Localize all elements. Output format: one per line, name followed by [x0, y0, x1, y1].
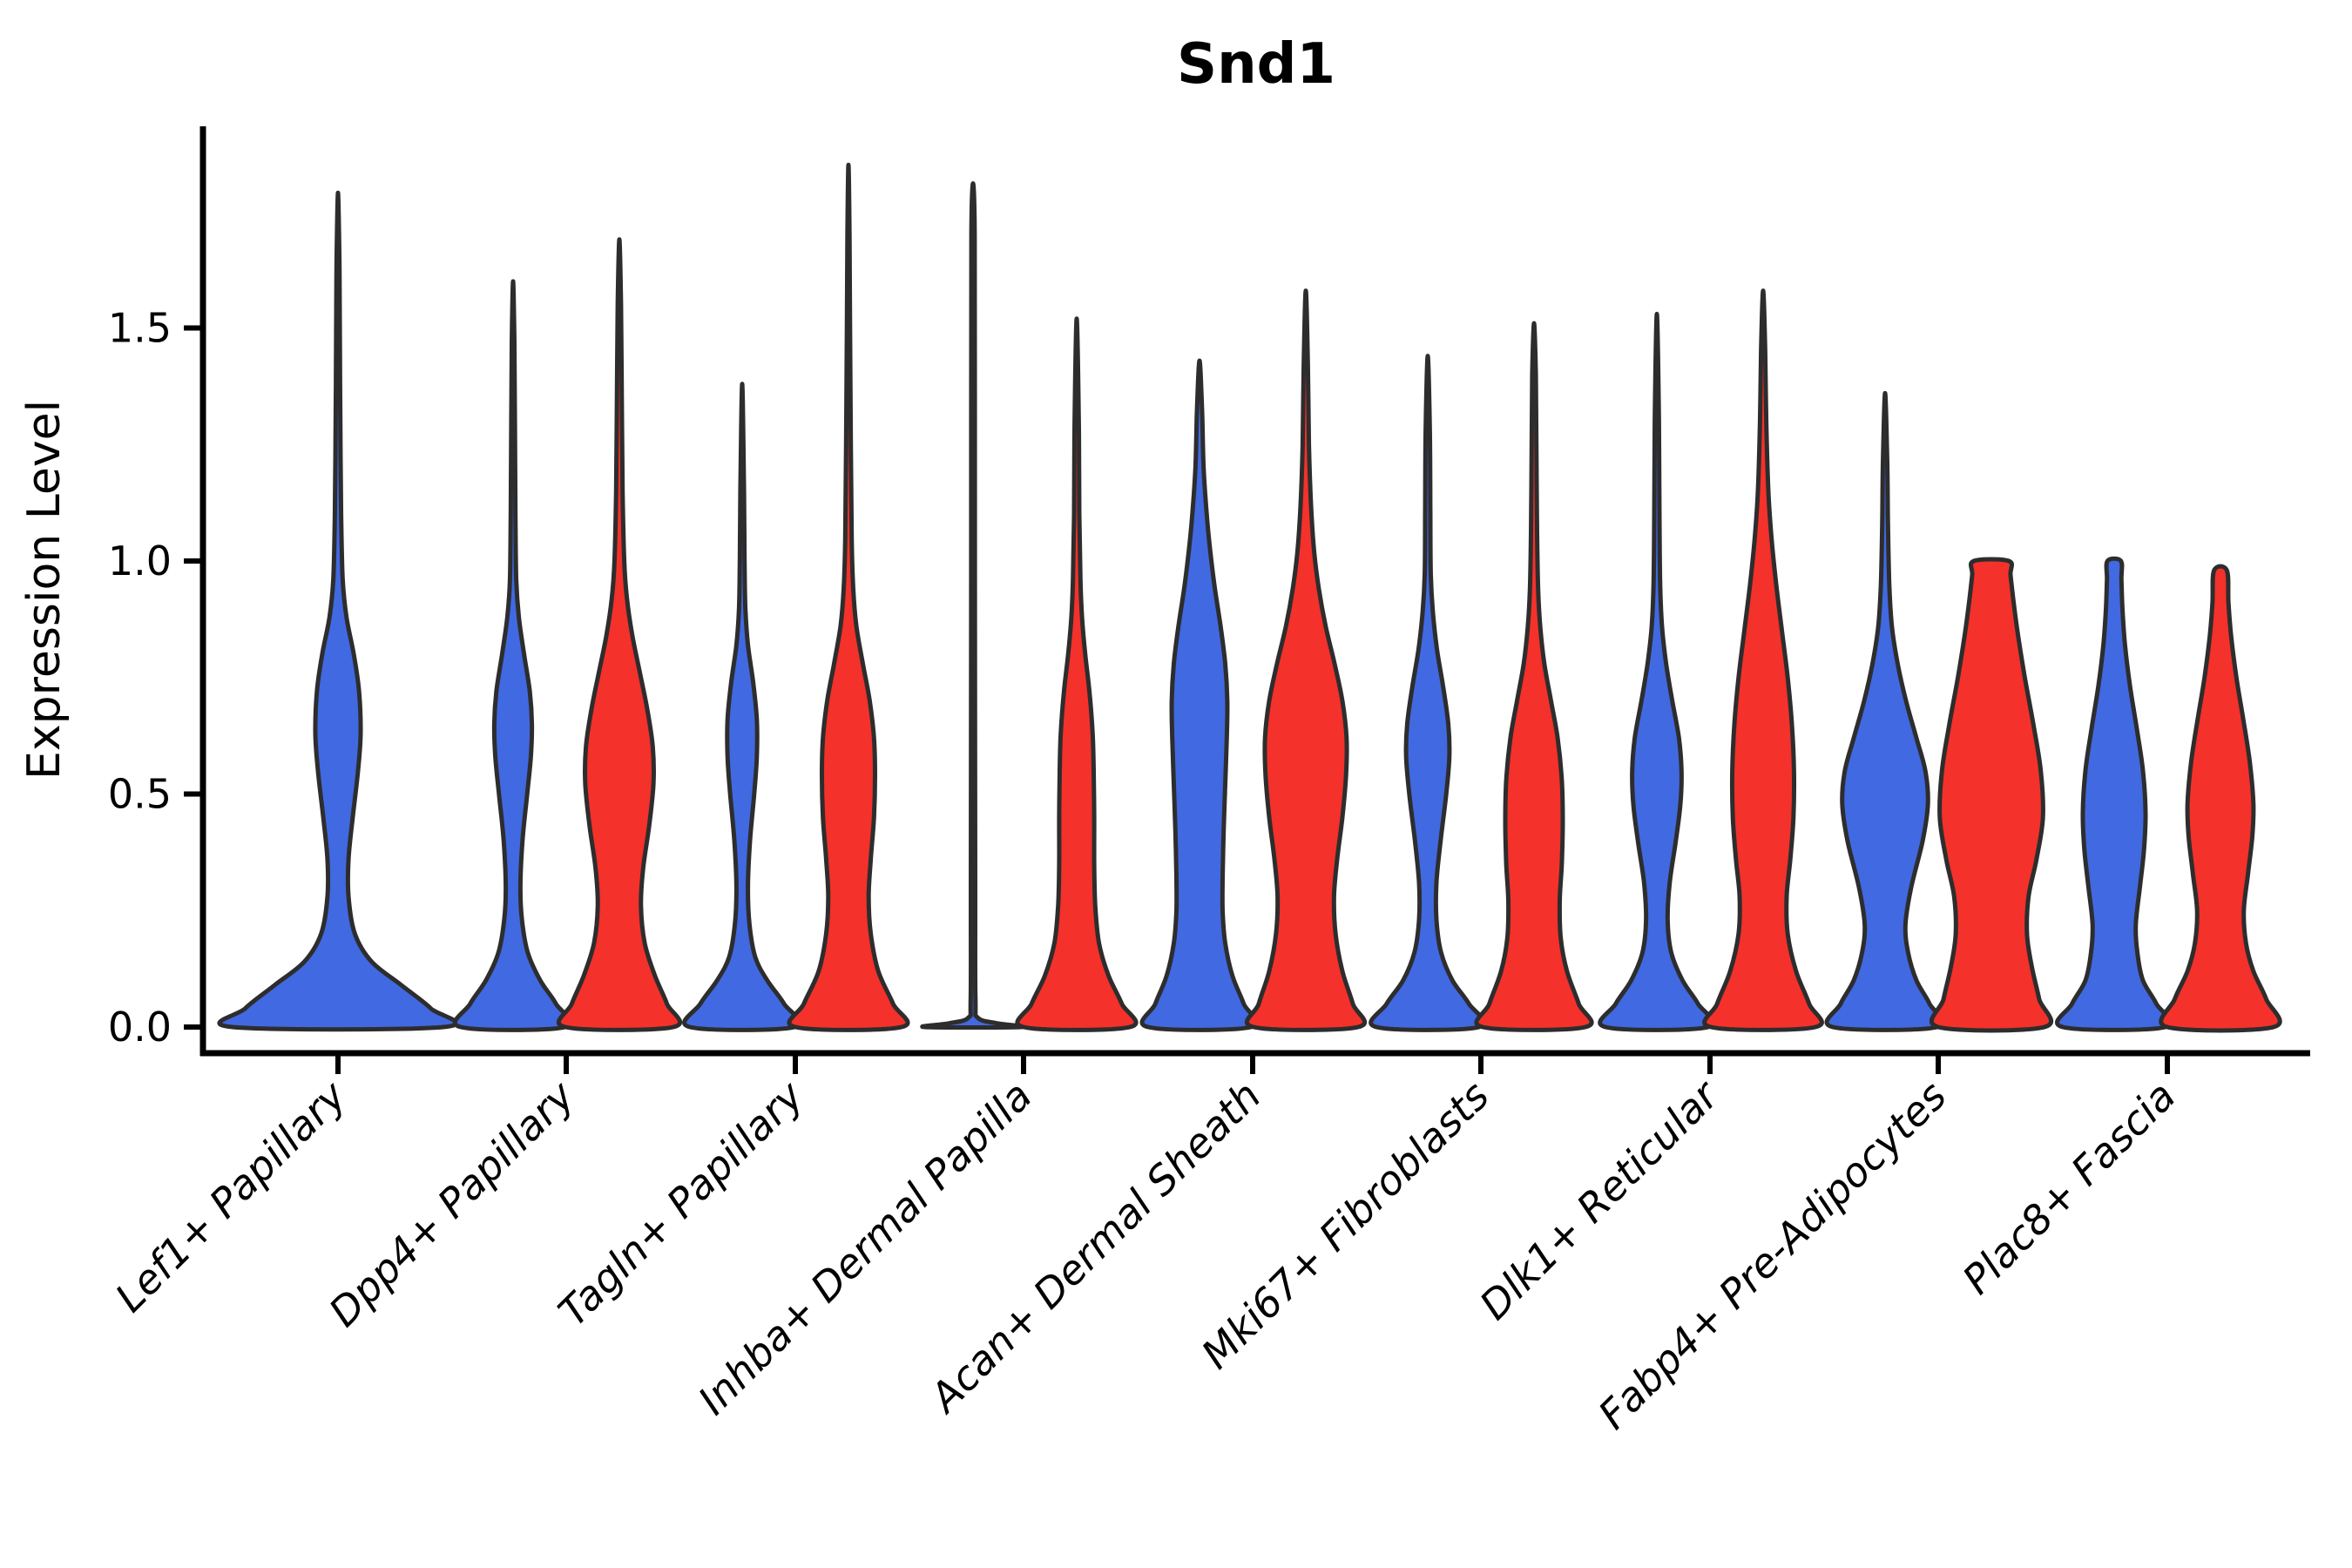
violin-acan-dermal-sheath-red [1245, 288, 1367, 1032]
violin-lef1-papillary-blue [217, 190, 459, 1032]
violin-dpp4-papillary-blue [452, 279, 574, 1032]
x-tick-label-plac8-fascia: Plac8+ Fascia [1953, 1072, 2184, 1303]
y-axis-label: Expression Level [18, 400, 71, 780]
violin-plac8-fascia-blue [2055, 556, 2173, 1032]
y-tick-label: 1.5 [108, 305, 172, 352]
violin-inhba-dermal-papilla-blue [920, 181, 1026, 1031]
y-tick-label: 1.0 [108, 537, 172, 585]
violin-dpp4-papillary-red [556, 237, 683, 1032]
violin-dlk1-reticular-blue [1598, 311, 1716, 1032]
x-tick-label-lef1-papillary: Lef1+ Papillary [106, 1071, 355, 1321]
violin-tagln-papillary-red [787, 162, 910, 1032]
violin-tagln-papillary-blue [682, 382, 802, 1032]
violins [217, 162, 2282, 1033]
violin-plac8-fascia-red [2159, 564, 2282, 1033]
y-tick-label: 0.0 [108, 1004, 172, 1051]
chart-title: Snd1 [1177, 32, 1335, 97]
violin-fabp4-pre-adipocytes-blue [1824, 390, 1946, 1032]
y-tick-label: 0.5 [108, 771, 172, 818]
x-tick-label-tagln-papillary: Tagln+ Papillary [549, 1071, 813, 1335]
violin-mki67-fibroblasts-blue [1369, 354, 1487, 1032]
x-tick-label-dlk1-reticular: Dlk1+ Reticular [1470, 1070, 1729, 1328]
x-tick-label-dpp4-papillary: Dpp4+ Papillary [320, 1071, 584, 1335]
violin-inhba-dermal-papilla-red [1015, 316, 1139, 1032]
violin-acan-dermal-sheath-blue [1139, 358, 1260, 1032]
violin-dlk1-reticular-red [1702, 288, 1824, 1032]
violin-fabp4-pre-adipocytes-red [1929, 557, 2054, 1033]
violin-mki67-fibroblasts-red [1474, 321, 1594, 1032]
